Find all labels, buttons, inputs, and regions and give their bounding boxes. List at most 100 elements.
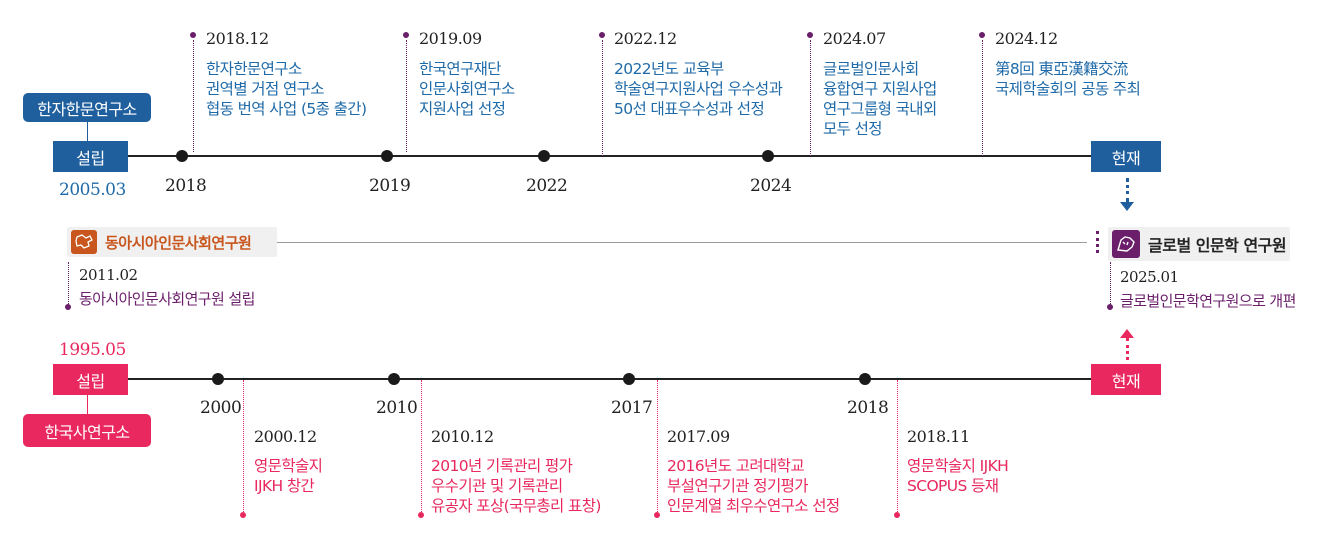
bottom-start-box: 설립 xyxy=(53,364,128,395)
bottom-to-global-arrow xyxy=(1126,338,1129,360)
event-line: 융합연구 지원사업 xyxy=(823,80,937,98)
event-line: 영문학술지 xyxy=(254,457,323,475)
event-marker xyxy=(979,32,985,38)
event-marker xyxy=(240,512,246,518)
merge-dots xyxy=(1096,231,1099,253)
top-year-dot xyxy=(176,150,188,162)
event-line: 50선 대표우수성과 선정 xyxy=(614,100,765,118)
bottom-year-dot xyxy=(212,373,224,385)
top-start-date: 2005.03 xyxy=(59,180,126,200)
event-description: 2016년도 고려대학교 부설연구기관 정기평가 인문계열 최우수연구소 선정 xyxy=(667,456,840,516)
event-marker xyxy=(654,512,660,518)
event-description: 第8回 東亞漢籍交流 국제학술회의 공동 주최 xyxy=(995,59,1141,99)
top-year-dot xyxy=(381,150,393,162)
tiger-emblem-icon xyxy=(1112,230,1140,258)
bottom-year-label: 2010 xyxy=(376,398,418,418)
event-leader-line xyxy=(193,40,194,152)
event-date: 2000.12 xyxy=(254,427,317,446)
global-leader xyxy=(1110,262,1111,306)
event-line: 유공자 포상(국무총리 표창) xyxy=(431,497,601,515)
east-asia-org-pill: 동아시아인문사회연구원 xyxy=(67,227,277,257)
event-line: 연구그룹형 국내외 xyxy=(823,100,937,118)
event-line: 한자한문연구소 xyxy=(206,60,302,78)
event-line: 2022년도 교육부 xyxy=(614,60,724,78)
event-marker xyxy=(65,304,71,310)
top-axis-line xyxy=(128,155,1092,157)
event-date: 2018.11 xyxy=(907,427,970,446)
east-asia-leader xyxy=(68,262,69,306)
event-leader-line xyxy=(657,380,658,514)
top-end-box: 현재 xyxy=(1091,141,1161,172)
event-line: 지원사업 선정 xyxy=(419,100,506,118)
east-asia-org-name: 동아시아인문사회연구원 xyxy=(105,233,252,252)
east-asia-date: 2011.02 xyxy=(79,266,138,284)
arrow-down-icon xyxy=(1120,202,1134,211)
event-marker xyxy=(403,32,409,38)
top-year-dot xyxy=(538,150,550,162)
top-start-box: 설립 xyxy=(53,141,128,172)
event-marker xyxy=(599,32,605,38)
event-line: 모두 선정 xyxy=(823,120,883,138)
event-leader-line xyxy=(243,380,244,514)
event-line: 학술연구지원사업 우수성과 xyxy=(614,80,783,98)
global-org-name: 글로벌 인문학 연구원 xyxy=(1148,236,1287,255)
east-asia-map-icon xyxy=(71,230,97,254)
event-line: 협동 번역 사업 (5종 출간) xyxy=(206,100,367,118)
event-line: 권역별 거점 연구소 xyxy=(206,80,325,98)
event-line: 한국연구재단 xyxy=(419,60,502,78)
event-line: 인문계열 최우수연구소 선정 xyxy=(667,497,840,515)
event-leader-line xyxy=(810,40,811,156)
event-line: 2016년도 고려대학교 xyxy=(667,457,805,475)
top-year-dot xyxy=(762,150,774,162)
bottom-year-dot xyxy=(623,373,635,385)
event-date: 2022.12 xyxy=(614,29,677,48)
event-description: 2022년도 교육부 학술연구지원사업 우수성과 50선 대표우수성과 선정 xyxy=(614,59,783,119)
global-org-pill: 글로벌 인문학 연구원 xyxy=(1108,227,1290,261)
bottom-year-label: 2017 xyxy=(611,398,653,418)
event-description: 글로벌인문사회 융합연구 지원사업 연구그룹형 국내외 모두 선정 xyxy=(823,59,937,139)
event-description: 2010년 기록관리 평가 우수기관 및 기록관리 유공자 포상(국무총리 표창… xyxy=(431,456,601,516)
event-marker xyxy=(894,512,900,518)
event-marker xyxy=(190,32,196,38)
top-year-label: 2018 xyxy=(165,176,207,196)
global-desc: 글로벌인문학연구원으로 개편 xyxy=(1120,292,1296,310)
bottom-year-dot xyxy=(388,373,400,385)
event-leader-line xyxy=(406,40,407,152)
event-date: 2010.12 xyxy=(431,427,494,446)
event-line: 第8回 東亞漢籍交流 xyxy=(995,60,1128,78)
event-line: 인문사회연구소 xyxy=(419,80,515,98)
merge-line xyxy=(277,242,1087,243)
top-year-label: 2019 xyxy=(369,176,411,196)
event-line: SCOPUS 등재 xyxy=(907,477,999,495)
event-description: 한자한문연구소 권역별 거점 연구소 협동 번역 사업 (5종 출간) xyxy=(206,59,367,119)
event-date: 2024.07 xyxy=(823,29,886,48)
bottom-year-dot xyxy=(859,373,871,385)
event-leader-line xyxy=(602,40,603,156)
event-description: 영문학술지 IJKH 창간 xyxy=(254,456,323,496)
event-date: 2018.12 xyxy=(206,29,269,48)
top-year-label: 2024 xyxy=(750,176,792,196)
event-line: 2010년 기록관리 평가 xyxy=(431,457,573,475)
global-date: 2025.01 xyxy=(1120,268,1179,286)
top-org-connector xyxy=(87,122,88,141)
top-year-label: 2022 xyxy=(526,176,568,196)
top-to-global-arrow xyxy=(1126,178,1129,202)
bottom-year-label: 2000 xyxy=(200,398,242,418)
event-marker xyxy=(1107,304,1113,310)
event-line: IJKH 창간 xyxy=(254,477,315,495)
event-description: 한국연구재단 인문사회연구소 지원사업 선정 xyxy=(419,59,515,119)
event-marker xyxy=(418,512,424,518)
event-line: 부설연구기관 정기평가 xyxy=(667,477,809,495)
bottom-org-label: 한국사연구소 xyxy=(23,414,151,447)
event-leader-line xyxy=(421,380,422,514)
event-marker xyxy=(807,32,813,38)
event-line: 우수기관 및 기록관리 xyxy=(431,477,563,495)
bottom-end-box: 현재 xyxy=(1091,364,1161,395)
event-date: 2019.09 xyxy=(419,29,482,48)
east-asia-desc: 동아시아인문사회연구원 설립 xyxy=(79,290,255,308)
event-line: 글로벌인문사회 xyxy=(823,60,919,78)
top-org-label: 한자한문연구소 xyxy=(23,93,151,122)
event-line: 영문학술지 IJKH xyxy=(907,457,1009,475)
bottom-org-connector xyxy=(87,395,88,414)
bottom-year-label: 2018 xyxy=(847,398,889,418)
